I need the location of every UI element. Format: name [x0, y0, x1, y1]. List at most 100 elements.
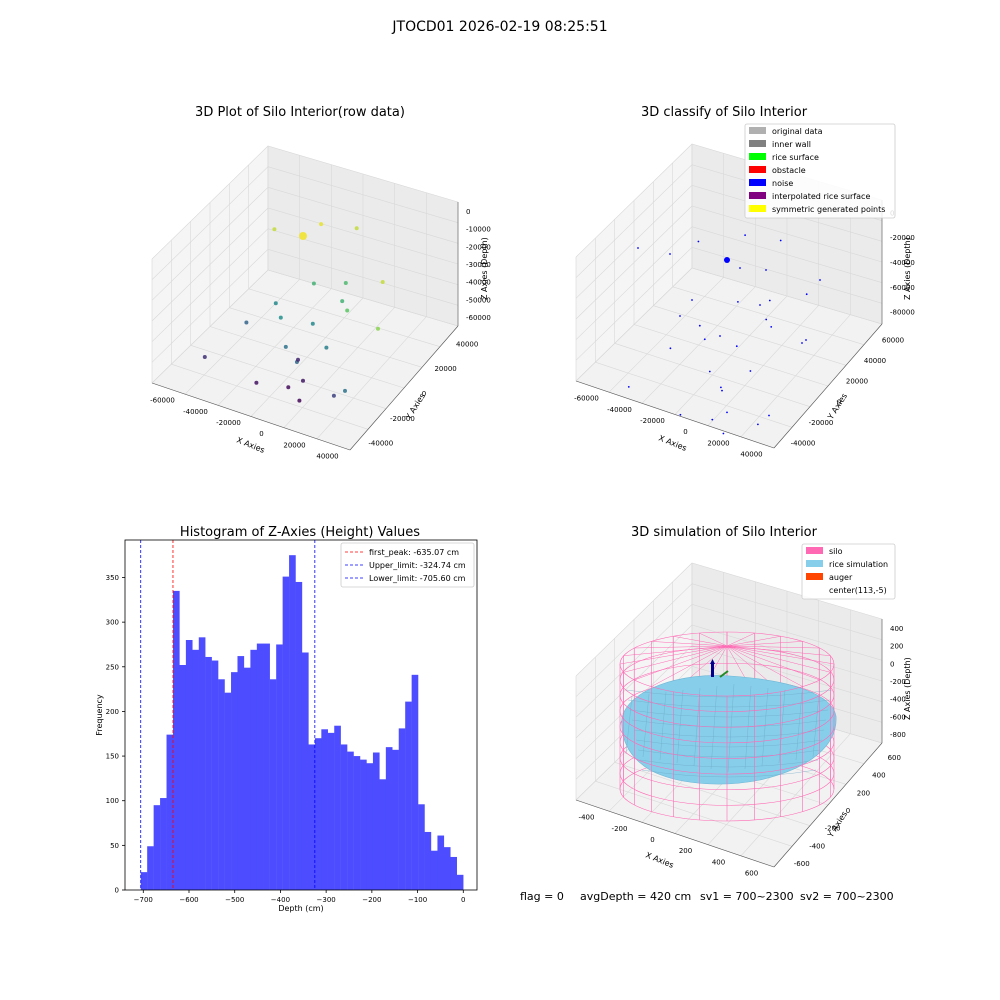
- rice-mesh-line: [625, 695, 633, 755]
- silo-roof-line: [726, 636, 781, 647]
- z-tick-label: -60000: [890, 284, 915, 292]
- legend-label: interpolated rice surface: [772, 192, 870, 201]
- y-axis-line: [349, 325, 459, 451]
- legend-label: original data: [772, 127, 823, 136]
- data-point: [296, 357, 300, 362]
- raw-data-z-label: Z Axies (Depth): [480, 237, 489, 300]
- histogram-bar: [366, 763, 374, 890]
- simulation-legend: silo rice simulation auger center(113,-5): [801, 543, 896, 600]
- x-tick-label: −600: [179, 896, 198, 904]
- legend-label: obstacle: [772, 166, 806, 175]
- legend-frame: [340, 542, 475, 588]
- x-tick-label: -60000: [574, 395, 599, 403]
- histogram-bar: [218, 679, 225, 890]
- figure-suptitle: JTOCD01 2026-02-19 08:25:51: [391, 19, 607, 35]
- rice-mesh-line: [812, 693, 820, 758]
- noise-point: [759, 304, 761, 306]
- classify-ticks: -60000 -40000 -20000 0 20000 40000 -40000 -2000…: [574, 209, 915, 458]
- y-tick-label: 400: [872, 772, 885, 780]
- raw-data-ticks: -60000 -40000 -20000 0 20000 40000 -40000 -2000…: [150, 208, 491, 461]
- silo-ring-front: [619, 726, 835, 759]
- z-tick-label: -60000: [466, 314, 491, 322]
- legend-swatch: [749, 153, 766, 160]
- histogram-bar: [405, 701, 412, 890]
- silo-roof-line: [623, 645, 728, 673]
- silo-roof-line: [726, 645, 831, 673]
- legend-swatch: [806, 573, 823, 580]
- histogram-bar: [392, 749, 399, 890]
- histogram-bar: [340, 744, 348, 890]
- x-tick-label: -20000: [216, 419, 241, 427]
- z-tick-label: -800: [890, 731, 906, 739]
- data-point: [254, 380, 259, 385]
- x-tick-label: -40000: [607, 406, 632, 414]
- histogram-bar: [411, 674, 419, 890]
- histogram-bar: [360, 759, 367, 890]
- x-axis-line: [575, 380, 775, 449]
- simulation-x-label: X Axies: [644, 851, 675, 870]
- histogram-bar: [385, 747, 393, 890]
- x-axis-line: [575, 799, 775, 868]
- silo-wireframe-front: [619, 663, 835, 822]
- data-point: [324, 345, 329, 350]
- noise-point: [735, 345, 738, 348]
- noise-point: [711, 418, 714, 421]
- z-tick-label: -50000: [466, 296, 491, 304]
- x-tick-label: -20000: [640, 417, 665, 425]
- data-point: [286, 385, 291, 390]
- grid-line: [248, 288, 441, 347]
- noise-point: [726, 411, 728, 414]
- data-point: [345, 308, 350, 313]
- noise-point: [720, 386, 722, 389]
- y-tick-label: -20000: [390, 415, 415, 423]
- histogram-chart: Histogram of Z-Axies (Height) Values −70…: [95, 525, 478, 913]
- noise-point: [669, 253, 671, 255]
- z-tick-label: -10000: [466, 226, 491, 234]
- histogram-bar: [192, 649, 199, 890]
- z-tick-label: 400: [890, 625, 903, 633]
- histogram-reference-lines: [140, 540, 316, 890]
- classify-z-label: Z Axies (Depth): [903, 237, 912, 300]
- legend-label: inner wall: [772, 140, 811, 149]
- legend-frame: [801, 543, 896, 600]
- histogram-bar: [301, 652, 309, 890]
- silo-roof-line: [726, 645, 803, 687]
- legend-label: rice surface: [772, 153, 819, 162]
- histogram-bar: [418, 804, 425, 890]
- classify-title: 3D classify of Silo Interior: [641, 105, 808, 120]
- y-tick-label: 600: [888, 754, 901, 762]
- silo-ring-front: [619, 773, 835, 806]
- histogram-frame: [124, 539, 478, 891]
- z-tick-label: -200: [890, 678, 906, 686]
- noise-point: [627, 386, 630, 388]
- silo-roof-line: [651, 641, 728, 647]
- y-tick-label: 0: [837, 398, 841, 406]
- center-marker: [719, 670, 729, 678]
- y-tick-label: 300: [106, 619, 119, 627]
- z-tick-label: -40000: [466, 279, 491, 287]
- noise-point: [757, 423, 759, 426]
- data-point: [202, 355, 207, 359]
- x-tick-label: 0: [461, 896, 465, 904]
- silo-roof-line: [699, 632, 728, 647]
- legend-swatch: [749, 205, 766, 212]
- histogram-bar: [430, 850, 438, 890]
- x-axis-line: [151, 382, 351, 451]
- y-tick-label: 20000: [846, 378, 868, 386]
- data-point: [244, 320, 249, 325]
- histogram-bars: [140, 555, 464, 890]
- noise-point: [819, 279, 821, 281]
- histogram-ticks: −700 −600 −500 −400 −300 −200 −100 0 0 50 100 150 20…: [106, 574, 466, 904]
- z-tick-label: 200: [890, 643, 903, 651]
- classify-3d-plot: 3D classify of Silo Interior -60000 -4000…: [574, 105, 915, 458]
- rice-mesh-line: [710, 685, 718, 770]
- data-point: [278, 315, 283, 320]
- z-tick-label: -20000: [890, 234, 915, 242]
- noise-cluster: [724, 257, 730, 263]
- x-tick-label: -200: [612, 825, 628, 833]
- z-tick-label: 0: [890, 660, 894, 668]
- x-tick-label: -40000: [183, 408, 208, 416]
- histogram-bar: [437, 835, 445, 890]
- histogram-bar: [379, 779, 387, 890]
- data-point: [354, 226, 359, 231]
